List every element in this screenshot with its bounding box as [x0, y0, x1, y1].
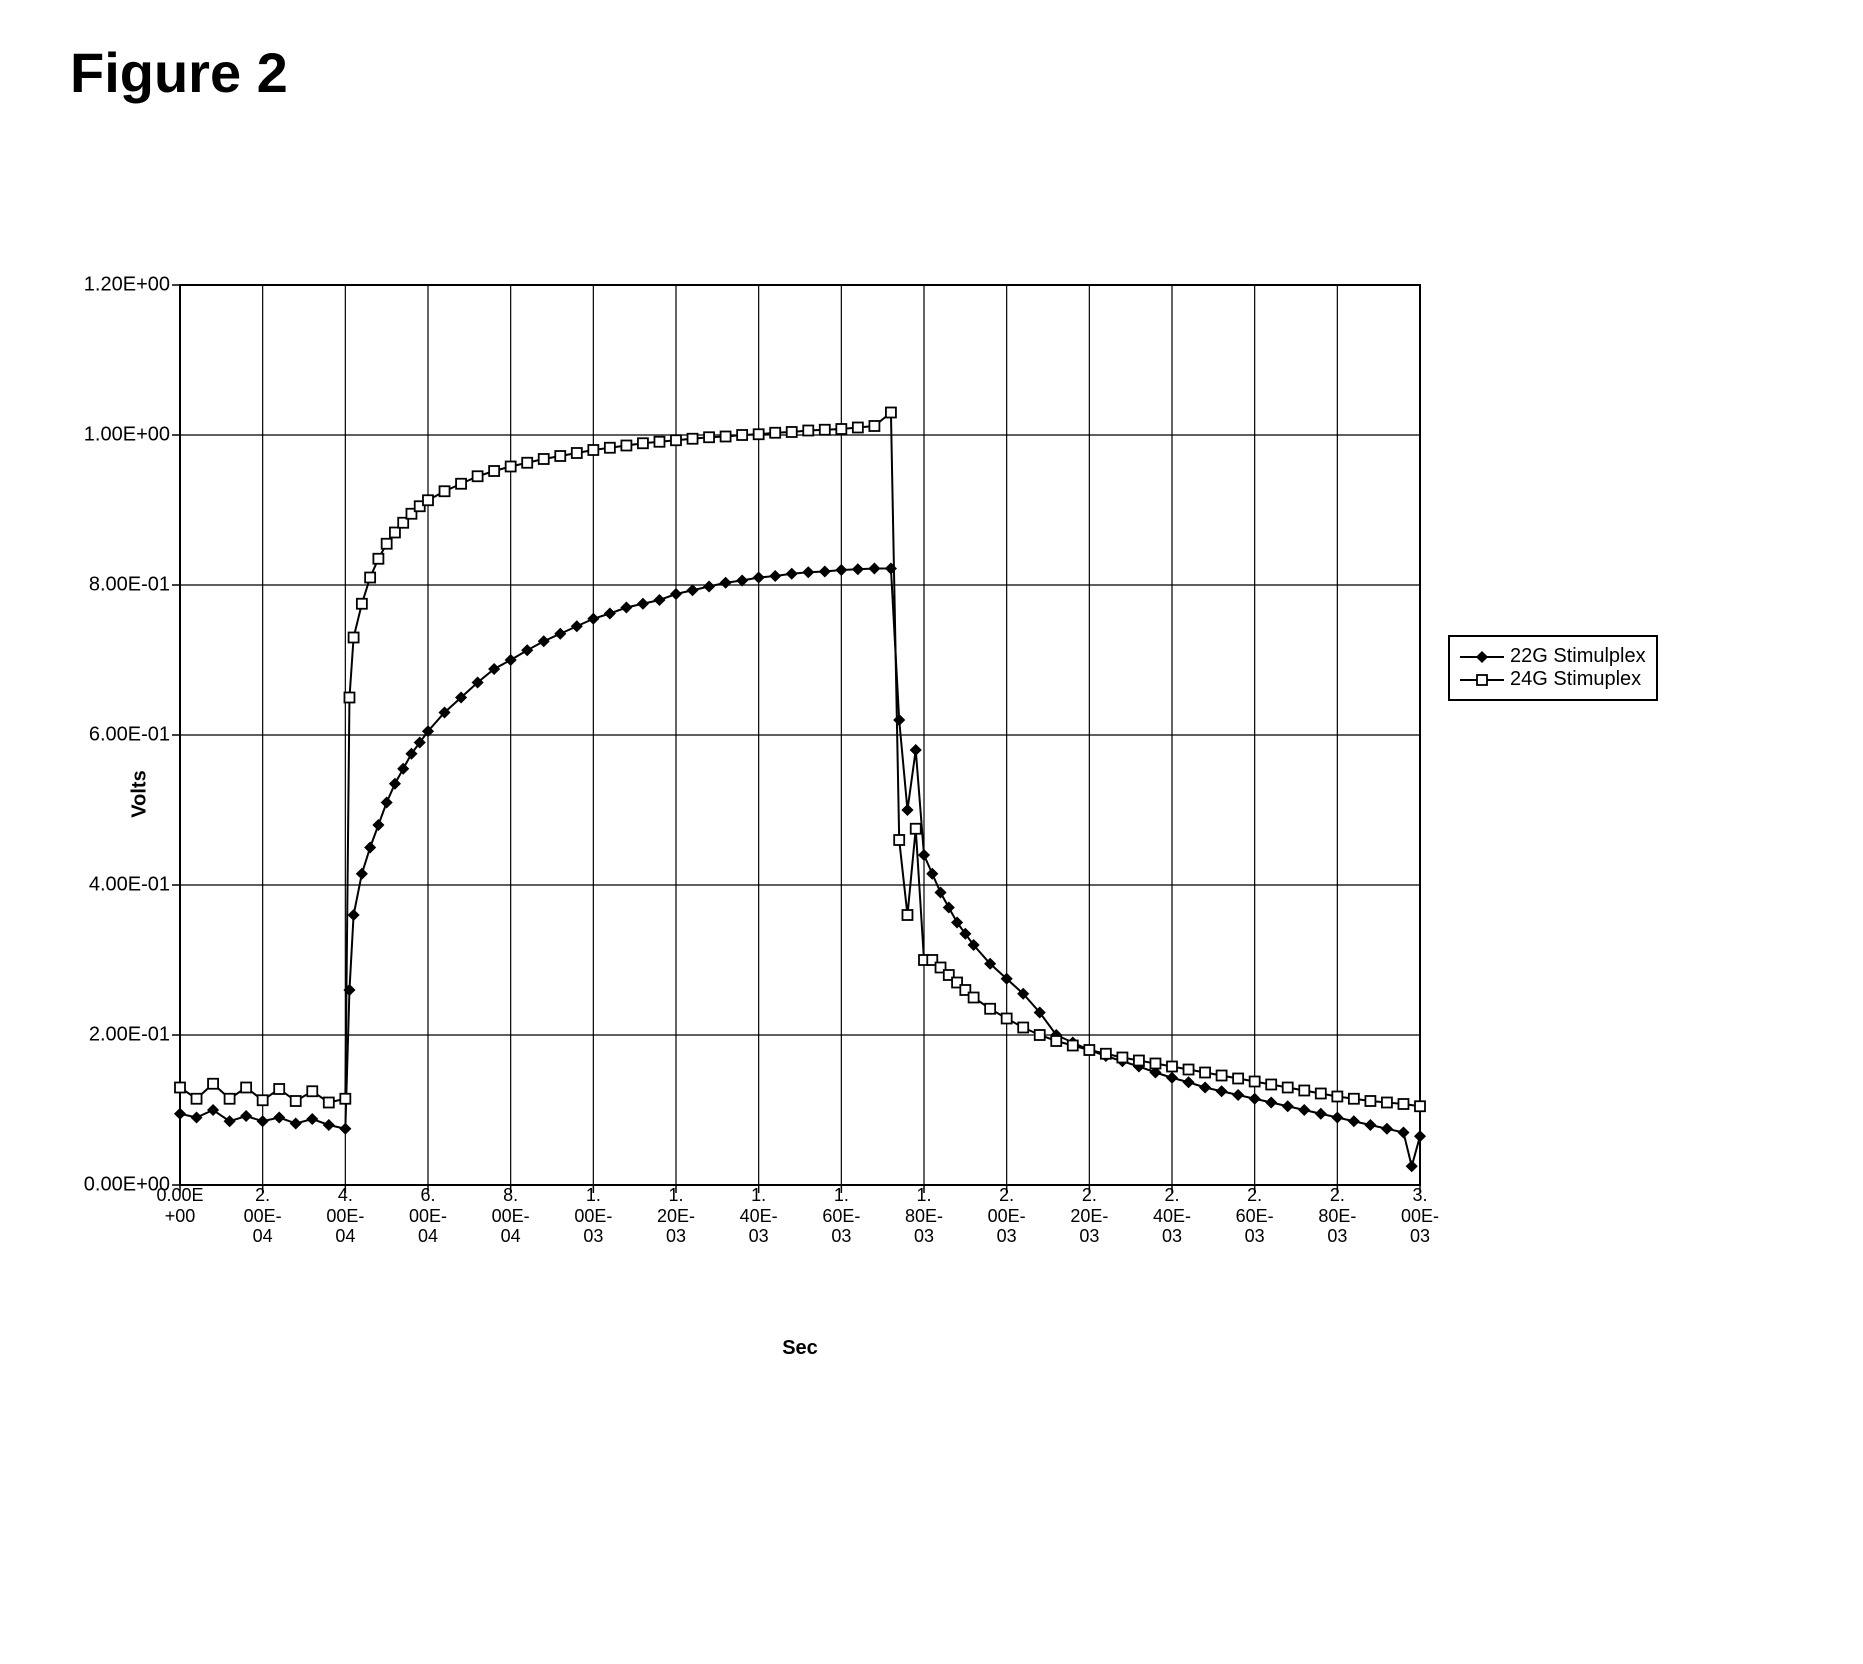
x-axis-title: Sec	[180, 1337, 1420, 1360]
x-tick-label: 8. 00E- 04	[481, 1185, 541, 1247]
x-tick-label: 2. 60E- 03	[1225, 1185, 1285, 1247]
x-tick-labels: 0.00E +002. 00E- 044. 00E- 046. 00E- 048…	[180, 1185, 1420, 1285]
y-tick-label: 2.00E-01	[89, 1024, 180, 1047]
legend-item: 24G Stimuplex	[1460, 668, 1646, 691]
figure-title: Figure 2	[70, 40, 1823, 105]
x-tick-label: 2. 40E- 03	[1142, 1185, 1202, 1247]
line-chart-svg	[180, 285, 1420, 1185]
legend-swatch	[1460, 650, 1504, 664]
legend-label: 22G Stimulplex	[1510, 645, 1646, 668]
x-tick-label: 1. 60E- 03	[811, 1185, 871, 1247]
legend-swatch	[1460, 673, 1504, 687]
x-tick-label: 1. 80E- 03	[894, 1185, 954, 1247]
x-tick-label: 6. 00E- 04	[398, 1185, 458, 1247]
y-tick-label: 6.00E-01	[89, 724, 180, 747]
y-tick-label: 8.00E-01	[89, 574, 180, 597]
x-tick-label: 2. 80E- 03	[1307, 1185, 1367, 1247]
y-axis-title: Volts	[129, 770, 152, 817]
x-tick-label: 1. 00E- 03	[563, 1185, 623, 1247]
x-tick-label: 1. 20E- 03	[646, 1185, 706, 1247]
x-tick-label: 2. 00E- 04	[233, 1185, 293, 1247]
x-tick-label: 2. 20E- 03	[1059, 1185, 1119, 1247]
x-tick-label: 3. 00E- 03	[1390, 1185, 1450, 1247]
x-tick-label: 0.00E +00	[150, 1185, 210, 1226]
y-tick-label: 4.00E-01	[89, 874, 180, 897]
y-tick-label: 1.00E+00	[84, 424, 180, 447]
chart-block: Volts 0.00E+002.00E-014.00E-016.00E-018.…	[180, 285, 1420, 1302]
legend-box: 22G Stimulplex24G Stimuplex	[1448, 635, 1658, 701]
legend-label: 24G Stimuplex	[1510, 668, 1641, 691]
chart-and-legend-row: Volts 0.00E+002.00E-014.00E-016.00E-018.…	[40, 285, 1823, 1302]
y-tick-label: 1.20E+00	[84, 274, 180, 297]
figure-2-container: Figure 2 Volts 0.00E+002.00E-014.00E-016…	[40, 40, 1823, 1302]
x-tick-label: 1. 40E- 03	[729, 1185, 789, 1247]
x-tick-label: 2. 00E- 03	[977, 1185, 1037, 1247]
x-tick-label: 4. 00E- 04	[315, 1185, 375, 1247]
legend-item: 22G Stimulplex	[1460, 645, 1646, 668]
